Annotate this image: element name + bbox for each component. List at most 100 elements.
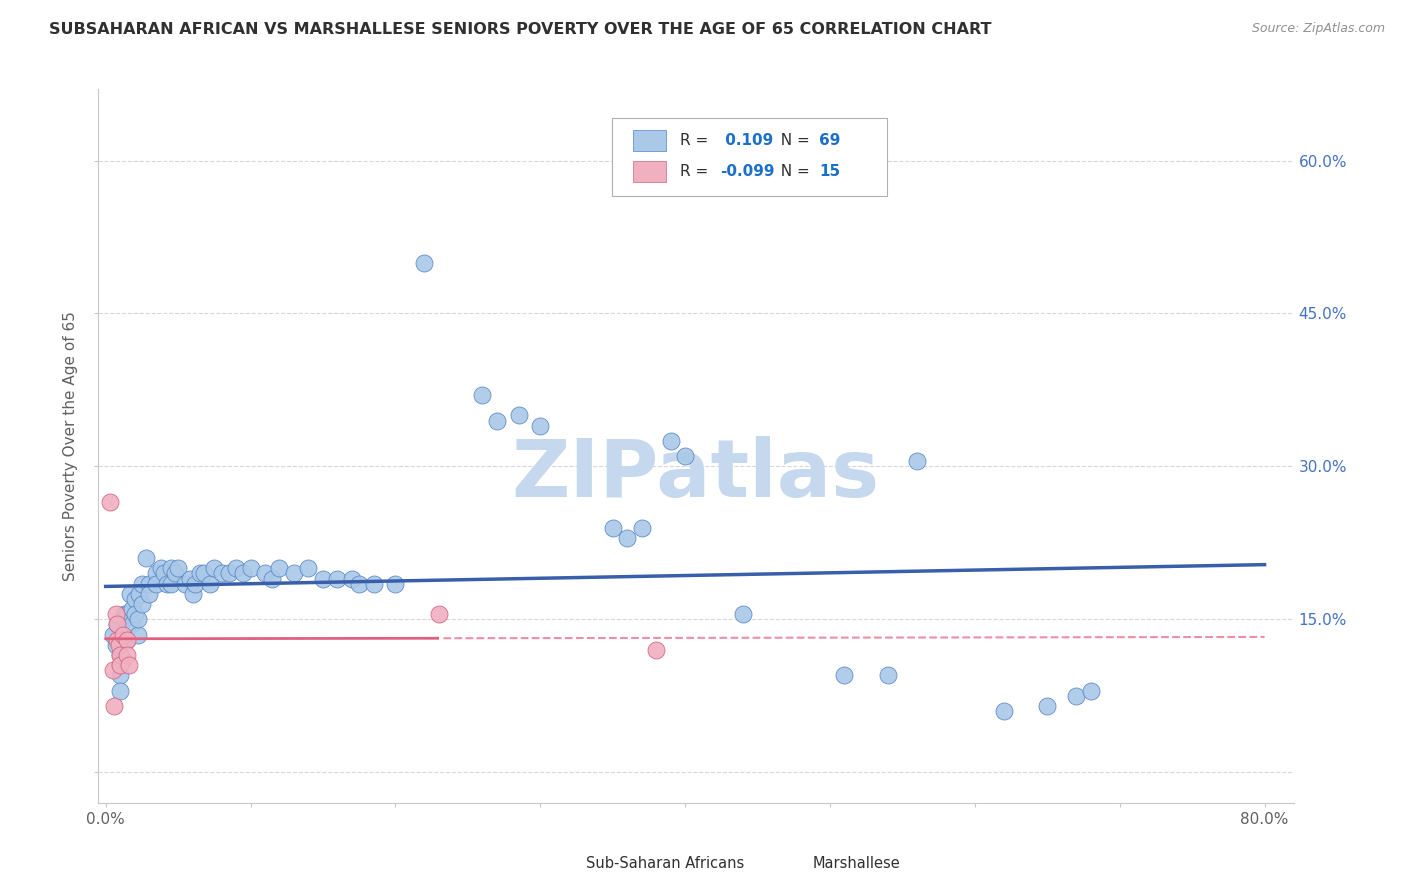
Point: [326, 572, 349, 586]
Point: [124, 591, 146, 606]
Point: [103, 698, 125, 713]
Point: [198, 576, 221, 591]
Point: [253, 566, 276, 581]
Point: [427, 607, 450, 622]
Point: [184, 576, 207, 591]
Text: Marshallese: Marshallese: [813, 856, 901, 871]
Point: [131, 597, 153, 611]
Point: [160, 576, 183, 591]
Point: [117, 632, 139, 647]
FancyBboxPatch shape: [633, 130, 666, 152]
Point: [347, 576, 370, 591]
Point: [485, 413, 508, 427]
Point: [993, 704, 1015, 718]
Point: [363, 576, 385, 591]
Point: [98, 495, 121, 509]
Point: [262, 572, 284, 586]
Point: [312, 572, 335, 586]
Point: [124, 607, 146, 622]
Point: [1036, 698, 1059, 713]
Point: [112, 627, 135, 641]
Point: [108, 648, 131, 662]
Point: [127, 627, 149, 641]
Point: [121, 602, 143, 616]
Point: [152, 566, 174, 581]
Point: [384, 576, 406, 591]
Point: [112, 653, 135, 667]
Point: [117, 632, 139, 647]
Point: [630, 520, 652, 534]
Point: [645, 643, 668, 657]
Point: [131, 576, 153, 591]
Point: [145, 566, 167, 581]
Point: [108, 648, 131, 662]
Point: [108, 658, 131, 673]
Point: [117, 648, 139, 662]
Point: [117, 607, 139, 622]
Point: [118, 658, 141, 673]
Point: [108, 668, 131, 682]
Point: [616, 531, 638, 545]
Point: [128, 587, 150, 601]
Point: [218, 566, 240, 581]
Point: [297, 561, 319, 575]
Point: [105, 632, 128, 647]
Point: [181, 587, 204, 601]
Point: [905, 454, 928, 468]
Point: [508, 409, 530, 423]
Point: [135, 551, 157, 566]
Point: [1064, 689, 1087, 703]
Point: [114, 607, 136, 622]
FancyBboxPatch shape: [633, 161, 666, 182]
Point: [188, 566, 211, 581]
Text: -0.099: -0.099: [720, 164, 775, 178]
Point: [232, 566, 254, 581]
FancyBboxPatch shape: [553, 856, 579, 872]
Point: [731, 607, 754, 622]
Point: [155, 576, 177, 591]
Text: N =: N =: [772, 164, 815, 178]
Point: [202, 561, 225, 575]
Point: [174, 576, 197, 591]
Text: 0.109: 0.109: [720, 133, 773, 148]
Point: [138, 576, 160, 591]
Point: [673, 449, 696, 463]
Point: [101, 663, 124, 677]
Point: [179, 572, 201, 586]
FancyBboxPatch shape: [613, 118, 887, 196]
Text: 69: 69: [820, 133, 841, 148]
Point: [877, 668, 900, 682]
Text: R =: R =: [681, 133, 714, 148]
Point: [105, 617, 128, 632]
Point: [834, 668, 856, 682]
Point: [104, 607, 127, 622]
Point: [104, 638, 127, 652]
Point: [105, 617, 128, 632]
Point: [659, 434, 682, 448]
Point: [138, 587, 160, 601]
Point: [114, 612, 136, 626]
Point: [340, 572, 363, 586]
Text: ZIPatlas: ZIPatlas: [512, 435, 880, 514]
Point: [193, 566, 215, 581]
Point: [149, 561, 172, 575]
Y-axis label: Seniors Poverty Over the Age of 65: Seniors Poverty Over the Age of 65: [63, 311, 79, 581]
Point: [120, 587, 142, 601]
Point: [108, 683, 131, 698]
Text: SUBSAHARAN AFRICAN VS MARSHALLESE SENIORS POVERTY OVER THE AGE OF 65 CORRELATION: SUBSAHARAN AFRICAN VS MARSHALLESE SENIOR…: [49, 22, 991, 37]
Text: Source: ZipAtlas.com: Source: ZipAtlas.com: [1251, 22, 1385, 36]
Point: [121, 617, 143, 632]
Point: [112, 632, 135, 647]
Text: Sub-Saharan Africans: Sub-Saharan Africans: [586, 856, 744, 871]
Point: [108, 658, 131, 673]
Point: [107, 638, 129, 652]
Point: [127, 612, 149, 626]
Point: [225, 561, 247, 575]
Point: [145, 576, 167, 591]
Point: [239, 561, 262, 575]
Text: R =: R =: [681, 164, 714, 178]
Text: 15: 15: [820, 164, 841, 178]
Point: [269, 561, 291, 575]
Point: [160, 561, 183, 575]
Point: [283, 566, 305, 581]
